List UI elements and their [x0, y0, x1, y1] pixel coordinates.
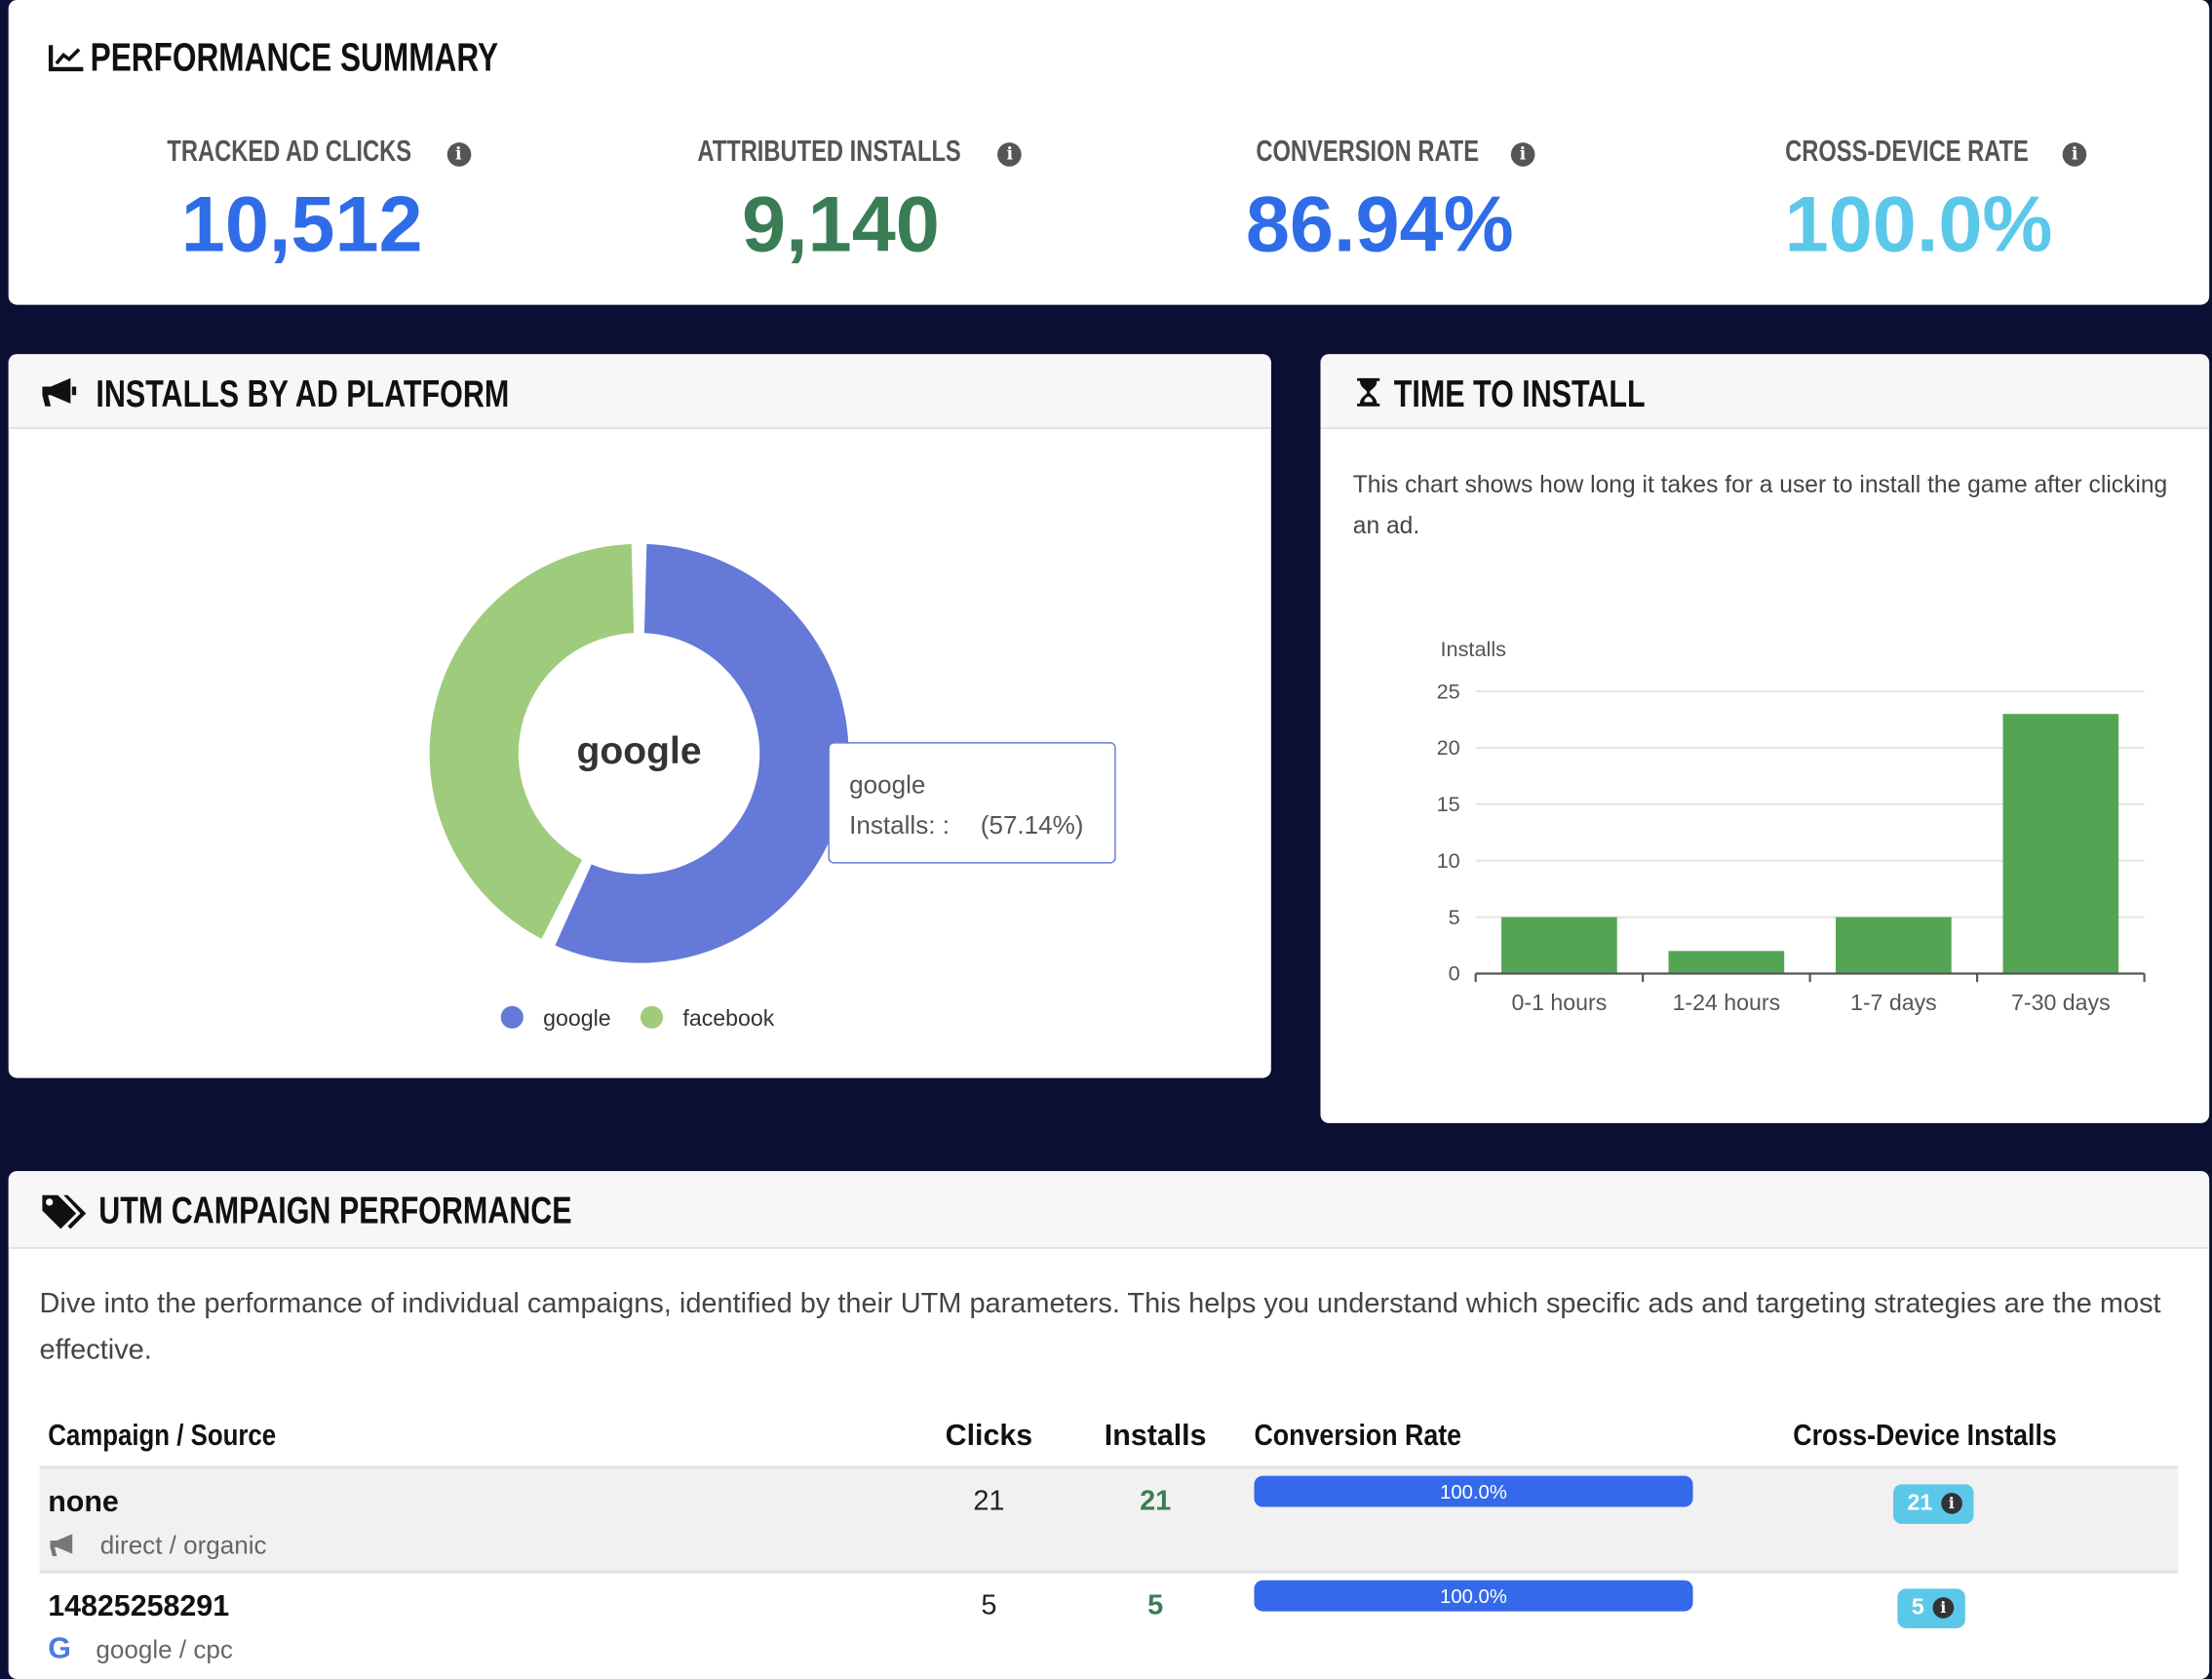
info-icon[interactable]: i [1510, 142, 1535, 168]
metric-conversion-rate: CONVERSION RATE i 86.94% [1168, 136, 1591, 269]
card-title: INSTALLS BY AD PLATFORM [96, 372, 510, 415]
chart-tooltip: google Installs: : (57.14%) [828, 742, 1116, 864]
donut-slice-google[interactable] [550, 539, 853, 967]
metric-cross-device-rate: CROSS-DEVICE RATE i 100.0% [1707, 136, 2130, 269]
y-tick-label: 10 [1437, 848, 1460, 873]
campaign-name: none [48, 1485, 119, 1519]
section-title: PERFORMANCE SUMMARY [90, 35, 499, 80]
megaphone-icon [50, 1534, 73, 1556]
info-icon[interactable]: i [1940, 1493, 1962, 1515]
metric-tracked-clicks: TRACKED AD CLICKS i 10,512 [91, 136, 514, 269]
clicks-value: 5 [981, 1589, 997, 1621]
clicks-value: 21 [973, 1485, 1005, 1517]
installs-value: 5 [1147, 1589, 1164, 1621]
card-header: TIME TO INSTALL [1320, 354, 2210, 429]
megaphone-icon [42, 377, 77, 407]
bar-chart: Installs 0 5 10 15 20 25 0-1 hours 1-24 hours 1-7… [1437, 637, 2146, 1015]
table-row[interactable]: none direct / organic 21 21 100.0% 21 i [39, 1465, 2179, 1574]
info-icon[interactable]: i [1932, 1597, 1955, 1620]
y-tick-label: 5 [1449, 905, 1460, 929]
section-description: Dive into the performance of individual … [39, 1288, 2161, 1366]
cross-device-badge[interactable]: 21 i [1893, 1484, 1974, 1524]
x-tick-label: 7-30 days [2011, 990, 2111, 1015]
chart-line-icon [48, 45, 84, 72]
x-tick-label: 1-7 days [1850, 990, 1937, 1015]
bar-0-1 hours[interactable] [1501, 917, 1617, 974]
card-header: INSTALLS BY AD PLATFORM [8, 354, 1271, 429]
donut-chart [425, 539, 853, 967]
bar-1-24 hours[interactable] [1668, 951, 1785, 974]
donut-center-label: google [576, 729, 702, 772]
installs-by-platform-card: INSTALLS BY AD PLATFORM google google In… [8, 354, 1271, 1078]
utm-campaign-card: UTM CAMPAIGN PERFORMANCE Dive into the p… [8, 1171, 2210, 1679]
campaign-source: direct / organic [99, 1531, 267, 1560]
donut-slice-facebook[interactable] [425, 539, 639, 944]
bar-7-30 days[interactable] [2002, 714, 2119, 974]
card-title: UTM CAMPAIGN PERFORMANCE [98, 1189, 572, 1232]
chart-description: This chart shows how long it takes for a… [1352, 471, 2168, 539]
y-tick-label: 20 [1437, 735, 1460, 760]
legend-item-facebook[interactable]: facebook [640, 1005, 774, 1033]
y-tick-label: 25 [1437, 679, 1460, 703]
installs-value: 21 [1140, 1485, 1172, 1517]
info-icon[interactable]: i [997, 142, 1023, 168]
card-header: UTM CAMPAIGN PERFORMANCE [8, 1171, 2210, 1249]
metric-attributed-installs: ATTRIBUTED INSTALLS i 9,140 [629, 136, 1052, 269]
card-title: TIME TO INSTALL [1393, 372, 1646, 415]
hourglass-icon [1357, 377, 1380, 407]
campaign-source: google / cpc [96, 1635, 233, 1664]
facebook-swatch [640, 1005, 664, 1029]
conversion-rate-bar: 100.0% [1254, 1475, 1693, 1507]
bar-1-7 days[interactable] [1836, 917, 1952, 974]
info-icon[interactable]: i [446, 142, 471, 168]
col-conversion: Conversion Rate [1254, 1419, 1461, 1453]
tags-icon [42, 1194, 87, 1230]
x-tick-label: 1-24 hours [1673, 990, 1781, 1015]
time-to-install-card: TIME TO INSTALL This chart shows how lon… [1320, 354, 2210, 1123]
campaign-name: 14825258291 [48, 1589, 230, 1623]
y-axis-label: Installs [1440, 637, 1506, 661]
info-icon[interactable]: i [2062, 142, 2087, 168]
google-icon: G [48, 1632, 71, 1665]
legend-item-google[interactable]: google [500, 1005, 611, 1033]
col-clicks: Clicks [945, 1419, 1033, 1453]
col-cross-device: Cross-Device Installs [1793, 1419, 2057, 1453]
conversion-rate-bar: 100.0% [1254, 1580, 1693, 1612]
x-tick-label: 0-1 hours [1512, 990, 1608, 1015]
y-tick-label: 15 [1437, 792, 1460, 816]
col-installs: Installs [1104, 1419, 1207, 1453]
y-tick-label: 0 [1449, 961, 1460, 986]
col-campaign: Campaign / Source [48, 1419, 277, 1453]
google-swatch [500, 1005, 524, 1029]
performance-summary-card: PERFORMANCE SUMMARY TRACKED AD CLICKS i 1… [8, 0, 2210, 305]
